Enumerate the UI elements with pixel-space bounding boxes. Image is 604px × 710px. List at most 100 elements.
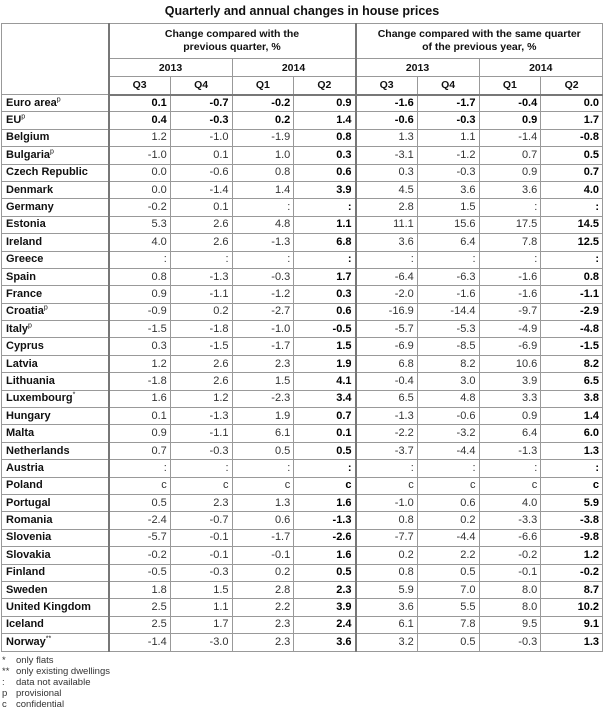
- value-cell: 1.3: [231, 493, 295, 513]
- value-cell: 6.8: [354, 354, 418, 374]
- value-cell: -1.4: [107, 633, 171, 652]
- footnote-text: only existing dwellings: [16, 665, 110, 677]
- value-cell: -6.4: [354, 267, 418, 287]
- value-cell: 0.1: [107, 93, 171, 113]
- table-row: France 0.9 -1.1 -1.2 0.3 -2.0 -1.6 -1.6 -1.1: [1, 285, 603, 304]
- value-cell: :: [231, 250, 295, 269]
- value-cell: -0.3: [169, 563, 233, 582]
- country-cell: Belgium: [1, 128, 109, 148]
- table-row: Romania -2.4 -0.7 0.6 -1.3 0.8 0.2 -3.3 -3.8: [1, 511, 603, 530]
- value-cell: -1.3: [478, 441, 542, 461]
- value-cell: 8.2: [416, 354, 480, 374]
- value-cell: :: [231, 198, 295, 217]
- country-cell: Austria: [1, 459, 109, 478]
- footnote-marker: p: [21, 113, 26, 121]
- value-cell: 1.6: [293, 493, 356, 513]
- value-cell: 1.4: [540, 407, 603, 426]
- quarter-header: Q3: [354, 76, 418, 96]
- year-header: 2014: [231, 58, 356, 77]
- value-cell: -0.2: [540, 563, 603, 582]
- country-name: Malta: [6, 427, 35, 440]
- value-cell: 4.8: [231, 215, 295, 235]
- value-cell: :: [540, 459, 603, 478]
- table-row: Portugal 0.5 2.3 1.3 1.6 -1.0 0.6 4.0 5.9: [1, 493, 603, 513]
- country-cell: France: [1, 285, 109, 304]
- value-cell: :: [293, 198, 356, 217]
- country-cell: Norway**: [1, 633, 109, 652]
- value-cell: 1.1: [169, 598, 233, 617]
- house-prices-table: Change compared with the previous quarte…: [1, 23, 603, 652]
- footnote-symbol: :: [2, 676, 5, 688]
- value-cell: 0.1: [169, 146, 233, 165]
- value-cell: 1.3: [354, 128, 418, 148]
- table-row: Slovenia -5.7 -0.1 -1.7 -2.6 -7.7 -4.4 -6.6 -9.8: [1, 528, 603, 548]
- value-cell: -6.9: [354, 337, 418, 356]
- value-cell: 0.5: [540, 146, 603, 165]
- value-cell: -1.5: [540, 337, 603, 356]
- value-cell: -0.2: [107, 198, 171, 217]
- value-cell: 3.6: [354, 598, 418, 617]
- footnote-marker: p: [56, 96, 61, 104]
- value-cell: 4.5: [354, 180, 418, 200]
- footnote-marker: p: [50, 148, 54, 156]
- table-row: Ireland 4.0 2.6 -1.3 6.8 3.6 6.4 7.8 12.5: [1, 233, 603, 252]
- value-cell: 11.1: [354, 215, 418, 235]
- value-cell: -5.7: [107, 528, 171, 548]
- country-cell: Hungary: [1, 407, 109, 426]
- value-cell: -4.9: [478, 320, 542, 339]
- value-cell: 0.9: [107, 285, 171, 304]
- country-cell: United Kingdom: [1, 598, 109, 617]
- value-cell: -0.2: [231, 93, 295, 113]
- value-cell: :: [416, 459, 480, 478]
- value-cell: -3.0: [169, 633, 233, 652]
- value-cell: 0.5: [231, 441, 295, 461]
- value-cell: 0.4: [107, 111, 171, 130]
- value-cell: :: [478, 459, 542, 478]
- value-cell: 0.5: [293, 441, 356, 461]
- country-name: Slovenia: [6, 531, 52, 544]
- value-cell: -6.3: [416, 267, 480, 287]
- value-cell: 0.7: [107, 441, 171, 461]
- footnote-marker: *: [72, 391, 76, 399]
- table-row: Cyprus 0.3 -1.5 -1.7 1.5 -6.9 -8.5 -6.9 -1.5: [1, 337, 603, 356]
- value-cell: -6.9: [478, 337, 542, 356]
- value-cell: 0.8: [231, 163, 295, 182]
- country-name: Netherlands: [6, 444, 70, 457]
- table-row: Iceland 2.5 1.7 2.3 2.4 6.1 7.8 9.5 9.1: [1, 615, 603, 635]
- country-name: Greece: [6, 253, 44, 266]
- value-cell: 1.2: [169, 389, 233, 409]
- value-cell: 7.0: [416, 580, 480, 600]
- year-header: 2013: [354, 58, 480, 77]
- value-cell: 0.2: [231, 563, 295, 582]
- value-cell: -0.7: [169, 511, 233, 530]
- value-cell: 0.3: [293, 285, 356, 304]
- value-cell: -0.3: [478, 633, 542, 652]
- value-cell: 0.1: [169, 198, 233, 217]
- value-cell: 3.2: [354, 633, 418, 652]
- value-cell: -1.3: [231, 233, 295, 252]
- value-cell: -1.0: [231, 320, 295, 339]
- country-name: Cyprus: [6, 340, 44, 353]
- country-name: Italy: [6, 322, 29, 335]
- value-cell: -0.7: [169, 93, 233, 113]
- value-cell: 0.6: [293, 302, 356, 322]
- table-row: Latvia 1.2 2.6 2.3 1.9 6.8 8.2 10.6 8.2: [1, 354, 603, 374]
- value-cell: -1.6: [416, 285, 480, 304]
- value-cell: 1.2: [540, 546, 603, 565]
- footnote: ** only existing dwellings: [2, 666, 604, 677]
- value-cell: 1.5: [293, 337, 356, 356]
- value-cell: -2.4: [107, 511, 171, 530]
- value-cell: 3.9: [293, 180, 356, 200]
- table-row: Finland -0.5 -0.3 0.2 0.5 0.8 0.5 -0.1 -0.2: [1, 563, 603, 582]
- value-cell: 0.8: [354, 563, 418, 582]
- value-cell: 1.8: [107, 580, 171, 600]
- value-cell: -1.3: [293, 511, 356, 530]
- value-cell: -8.5: [416, 337, 480, 356]
- value-cell: 3.3: [478, 389, 542, 409]
- value-cell: -0.8: [540, 128, 603, 148]
- value-cell: 1.4: [293, 111, 356, 130]
- value-cell: 0.8: [540, 267, 603, 287]
- value-cell: -0.6: [416, 407, 480, 426]
- country-name: Poland: [6, 479, 43, 492]
- footnote-text: data not available: [16, 676, 91, 688]
